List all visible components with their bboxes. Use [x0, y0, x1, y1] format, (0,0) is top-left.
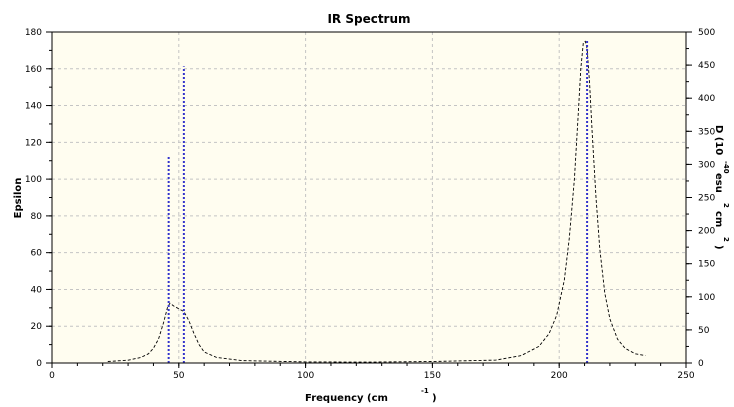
x-tick-label: 250	[677, 371, 694, 381]
svg-text:2: 2	[722, 203, 730, 208]
y2-tick-label: 200	[698, 227, 715, 237]
series-layer	[107, 40, 646, 363]
svg-text:cm: cm	[713, 211, 724, 227]
y-tick-label: 80	[31, 212, 43, 222]
y-tick-label: 180	[25, 28, 42, 38]
x-tick-label: 50	[173, 371, 185, 381]
y2-tick-label: 300	[698, 160, 715, 170]
svg-text:esu: esu	[713, 173, 724, 193]
svg-text:-40: -40	[722, 161, 730, 174]
y-axis-title: Epsilon	[13, 178, 24, 219]
y2-tick-label: 400	[698, 94, 715, 104]
axes: 0 50 100 150 200 250 0 20 40 60 80 100 120 140 160 180 0…	[25, 28, 716, 381]
y2-tick-label: 100	[698, 293, 715, 303]
chart-title: IR Spectrum	[327, 12, 410, 26]
y-tick-label: 100	[25, 175, 42, 185]
svg-text:): )	[432, 393, 437, 404]
y-tick-label: 0	[36, 359, 42, 369]
y2-tick-label: 150	[698, 260, 715, 270]
y2-axis-title: D (10 -40 esu 2 cm 2 )	[713, 125, 730, 250]
svg-text:2: 2	[722, 237, 730, 242]
y2-tick-label: 50	[698, 326, 710, 336]
y2-tick-label: 250	[698, 194, 715, 204]
grid-lines	[52, 32, 686, 363]
epsilon-curve	[107, 40, 646, 363]
svg-text:Frequency (cm: Frequency (cm	[305, 393, 388, 404]
y-tick-label: 140	[25, 102, 42, 112]
svg-text:D (10: D (10	[713, 125, 724, 155]
y-tick-label: 20	[31, 322, 43, 332]
x-tick-label: 100	[297, 371, 314, 381]
x-tick-label: 200	[551, 371, 568, 381]
y2-tick-label: 350	[698, 127, 715, 137]
y2-tick-label: 450	[698, 61, 715, 71]
x-axis-title: Frequency (cm -1 )	[305, 387, 437, 404]
svg-text:-1: -1	[421, 387, 429, 395]
svg-text:): )	[713, 245, 724, 250]
y-tick-label: 60	[31, 249, 43, 259]
y2-tick-label: 500	[698, 28, 715, 38]
x-tick-label: 150	[424, 371, 441, 381]
y2-tick-label: 0	[698, 359, 704, 369]
y-tick-label: 40	[31, 285, 43, 295]
x-tick-label: 0	[49, 371, 55, 381]
y-tick-label: 120	[25, 138, 42, 148]
y-tick-label: 160	[25, 65, 42, 75]
plot-area	[52, 32, 686, 363]
